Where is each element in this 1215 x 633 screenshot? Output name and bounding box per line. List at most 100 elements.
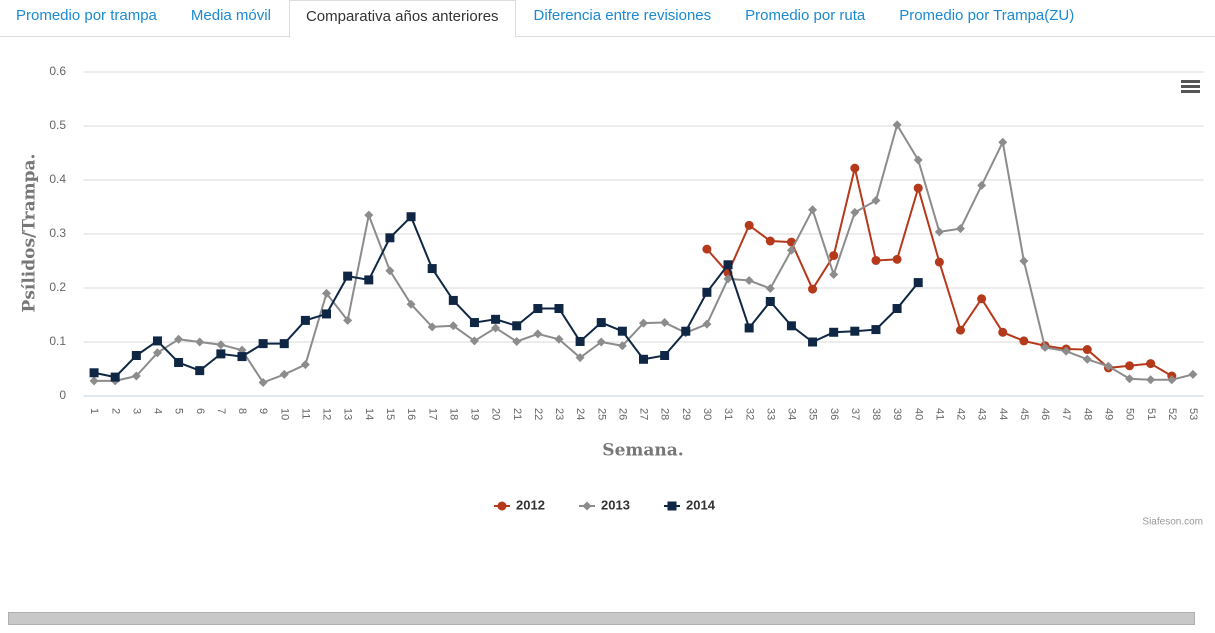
marker [998,137,1008,147]
x-tick-label: 12 [321,408,333,420]
marker [385,266,395,276]
x-tick-label: 9 [257,408,269,414]
tab-bar: Promedio por trampa Media móvil Comparativ… [0,0,1215,38]
marker [702,244,712,254]
y-tick-label: 0.4 [49,172,66,186]
x-tick-label: 23 [553,408,565,420]
menu-bar[interactable] [1181,85,1200,88]
marker [364,275,374,285]
x-tick-label: 40 [912,408,924,420]
legend-label[interactable]: 2013 [601,497,630,512]
marker [913,155,923,165]
marker [575,336,585,346]
marker [512,336,522,346]
marker [829,251,839,261]
tab[interactable]: Media móvil [190,7,271,24]
marker [469,336,479,346]
marker [596,318,606,328]
marker [110,372,120,382]
x-tick-label: 39 [891,408,903,420]
tab[interactable]: Promedio por Trampa(ZU) [899,7,1075,24]
legend-marker [667,501,677,511]
marker [702,287,712,297]
marker [1103,361,1113,371]
marker [364,210,374,220]
marker [1019,336,1029,346]
y-tick-label: 0 [59,388,66,402]
scrollbar[interactable] [8,612,1195,625]
marker [575,353,585,363]
tab[interactable]: Promedio por trampa [16,7,157,24]
x-axis-title: Semana. [602,441,683,461]
x-tick-label: 7 [215,408,227,414]
x-tick-label: 49 [1102,408,1114,420]
x-tick-label: 36 [828,408,840,420]
marker [660,351,670,360]
x-tick-label: 17 [426,408,438,420]
x-tick-label: 46 [1039,408,1051,420]
marker [808,284,818,294]
marker [406,299,416,309]
marker [174,358,184,368]
marker [744,275,754,285]
marker [617,326,627,336]
x-tick-label: 42 [955,408,967,420]
marker [1125,374,1135,384]
x-tick-label: 20 [490,408,502,420]
marker [427,264,437,274]
marker [892,254,902,264]
marker [808,337,818,347]
marker [131,351,141,360]
tab[interactable]: Comparativa años anteriores [288,0,516,38]
marker [237,352,247,362]
marker [977,294,987,304]
marker [343,271,353,281]
menu-bar[interactable] [1181,90,1200,93]
series-line [706,167,1173,377]
marker [913,183,923,193]
x-tick-label: 31 [722,408,734,420]
marker [1040,342,1050,352]
marker [871,196,881,206]
marker [427,322,437,332]
credits: Siafeson.com [1142,517,1203,528]
x-tick-label: 32 [743,408,755,420]
marker [808,205,818,215]
x-tick-label: 26 [616,408,628,420]
marker [322,288,332,298]
tab[interactable]: Promedio por ruta [745,7,866,24]
marker [152,348,162,358]
series-line [93,214,919,379]
x-tick-label: 8 [236,408,248,414]
marker [385,233,395,243]
marker [681,326,691,336]
x-tick-label: 43 [976,408,988,420]
x-tick-label: 5 [173,408,185,414]
menu-bar[interactable] [1181,80,1200,83]
marker [850,207,860,217]
marker [892,304,902,314]
marker [765,236,775,246]
marker [829,327,839,337]
marker [322,309,332,319]
marker [174,334,184,344]
marker [871,325,881,335]
marker [512,321,522,331]
legend-label[interactable]: 2014 [686,497,716,512]
x-tick-label: 41 [933,408,945,420]
marker [1082,354,1092,364]
tab[interactable]: Diferencia entre revisiones [533,7,712,24]
x-tick-label: 25 [595,408,607,420]
menu-icon[interactable] [1181,80,1200,93]
x-tick-label: 1 [88,408,100,414]
x-tick-label: 11 [299,408,311,419]
marker [955,325,965,335]
legend-label[interactable]: 2012 [516,497,545,512]
marker [1146,359,1156,369]
marker [258,339,268,349]
legend-marker [497,501,507,511]
marker [554,304,564,314]
x-tick-label: 50 [1124,408,1136,420]
marker [977,180,987,190]
marker [723,274,733,284]
